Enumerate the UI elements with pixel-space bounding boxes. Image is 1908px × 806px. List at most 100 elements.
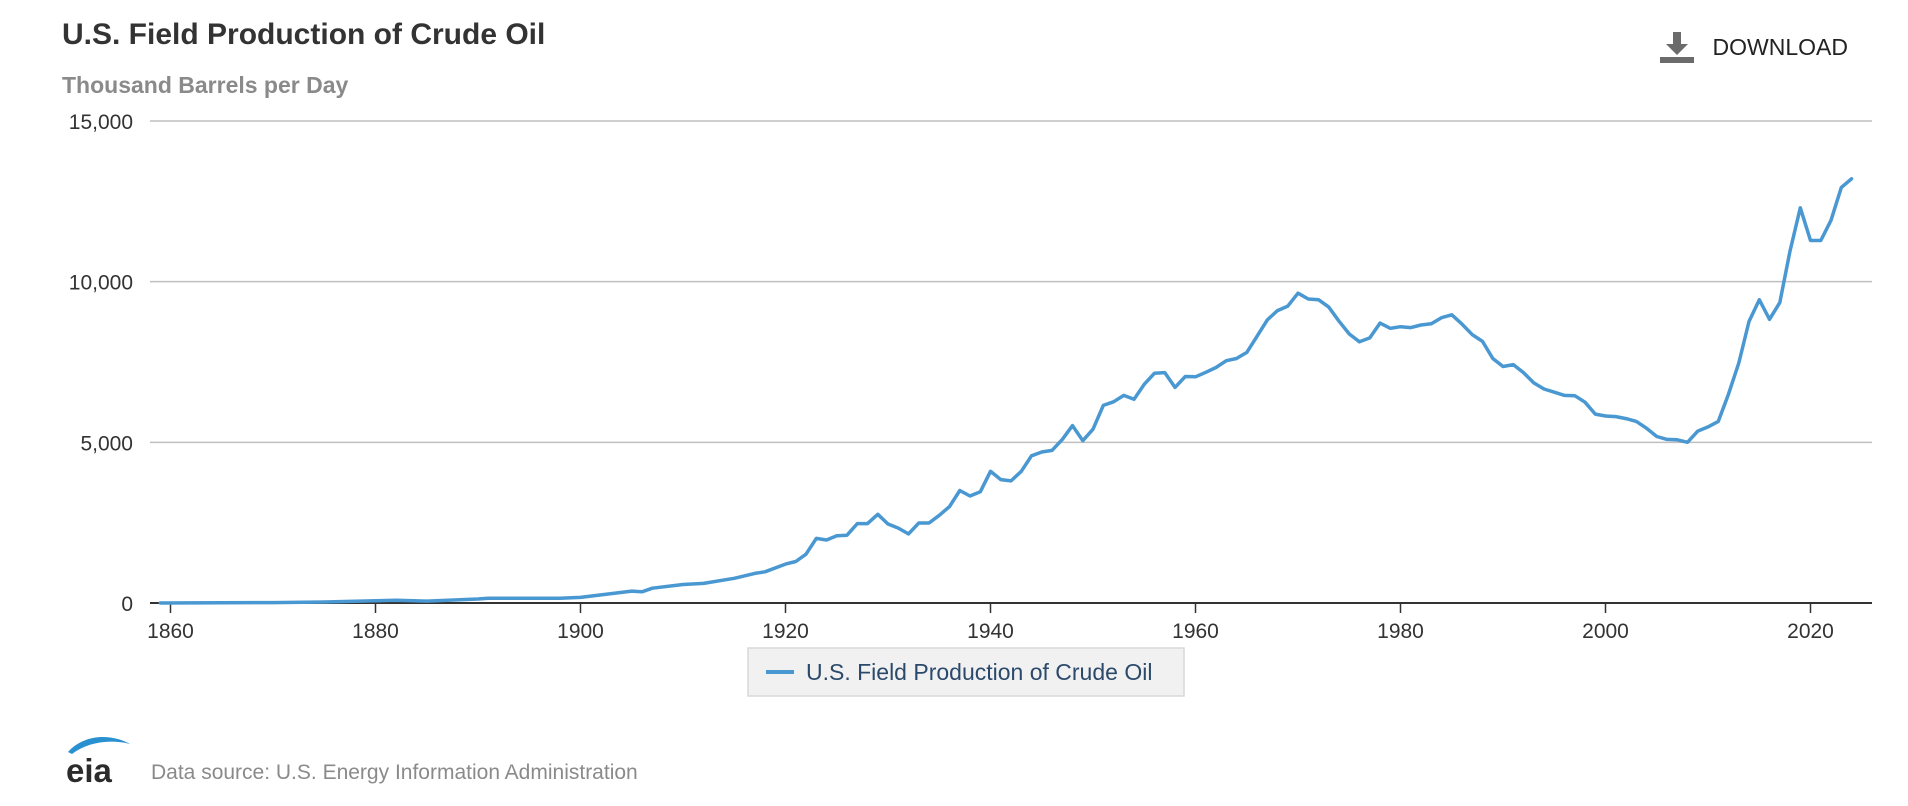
data-point[interactable] xyxy=(875,511,881,517)
data-point[interactable] xyxy=(1644,425,1650,431)
data-point[interactable] xyxy=(844,532,850,538)
data-point[interactable] xyxy=(834,533,840,539)
data-point[interactable] xyxy=(1664,436,1670,442)
data-point[interactable] xyxy=(1818,238,1824,244)
data-point[interactable] xyxy=(1121,392,1127,398)
data-point[interactable] xyxy=(1715,418,1721,424)
data-point[interactable] xyxy=(1603,413,1609,419)
data-point[interactable] xyxy=(998,477,1004,483)
data-point[interactable] xyxy=(793,559,799,565)
data-point[interactable] xyxy=(1408,325,1414,331)
data-point[interactable] xyxy=(1377,320,1383,326)
data-point[interactable] xyxy=(762,569,768,575)
data-point[interactable] xyxy=(373,598,379,604)
data-point[interactable] xyxy=(1357,339,1363,345)
data-point[interactable] xyxy=(865,521,871,527)
data-point[interactable] xyxy=(1111,399,1117,405)
data-point[interactable] xyxy=(906,531,912,537)
data-point[interactable] xyxy=(1213,365,1219,371)
data-point[interactable] xyxy=(1838,185,1844,191)
data-point[interactable] xyxy=(1090,426,1096,432)
data-point[interactable] xyxy=(1244,349,1250,355)
data-point[interactable] xyxy=(1469,332,1475,338)
data-point[interactable] xyxy=(1285,303,1291,309)
data-point[interactable] xyxy=(1541,386,1547,392)
data-point[interactable] xyxy=(1695,428,1701,434)
data-point[interactable] xyxy=(219,600,225,606)
data-point[interactable] xyxy=(475,596,481,602)
data-point[interactable] xyxy=(1746,319,1752,325)
data-point[interactable] xyxy=(1049,447,1055,453)
data-point[interactable] xyxy=(783,561,789,567)
data-point[interactable] xyxy=(1059,436,1065,442)
data-point[interactable] xyxy=(1562,392,1568,398)
data-point[interactable] xyxy=(424,598,430,604)
data-point[interactable] xyxy=(1428,321,1434,327)
data-point[interactable] xyxy=(1100,402,1106,408)
data-point[interactable] xyxy=(1613,414,1619,420)
data-point[interactable] xyxy=(680,582,686,588)
data-point[interactable] xyxy=(1346,331,1352,337)
data-point[interactable] xyxy=(578,594,584,600)
data-point[interactable] xyxy=(1162,370,1168,376)
data-point[interactable] xyxy=(321,599,327,605)
data-point[interactable] xyxy=(629,588,635,594)
data-point[interactable] xyxy=(957,488,963,494)
data-point[interactable] xyxy=(1326,304,1332,310)
data-point[interactable] xyxy=(731,575,737,581)
data-point[interactable] xyxy=(1459,321,1465,327)
data-point[interactable] xyxy=(988,468,994,474)
data-point[interactable] xyxy=(1726,391,1732,397)
data-point[interactable] xyxy=(1080,438,1086,444)
legend-box[interactable] xyxy=(747,647,1185,697)
data-point[interactable] xyxy=(1480,338,1486,344)
data-point[interactable] xyxy=(1254,333,1260,339)
data-point[interactable] xyxy=(854,521,860,527)
data-point[interactable] xyxy=(1685,439,1691,445)
data-point[interactable] xyxy=(1787,248,1793,254)
data-point[interactable] xyxy=(1029,453,1035,459)
data-point[interactable] xyxy=(1592,411,1598,417)
data-point[interactable] xyxy=(526,595,532,601)
data-point[interactable] xyxy=(1777,300,1783,306)
data-point[interactable] xyxy=(1510,362,1516,368)
data-point[interactable] xyxy=(1193,374,1199,380)
data-point[interactable] xyxy=(1336,318,1342,324)
data-point[interactable] xyxy=(1018,468,1024,474)
data-point[interactable] xyxy=(1531,380,1537,386)
data-point[interactable] xyxy=(1367,335,1373,341)
data-point[interactable] xyxy=(1172,384,1178,390)
data-point[interactable] xyxy=(1234,356,1240,362)
data-point[interactable] xyxy=(157,600,163,606)
data-point[interactable] xyxy=(1849,176,1855,182)
data-point[interactable] xyxy=(1316,297,1322,303)
data-point[interactable] xyxy=(1152,370,1158,376)
data-point[interactable] xyxy=(1551,389,1557,395)
data-point[interactable] xyxy=(1767,316,1773,322)
data-point[interactable] xyxy=(824,537,830,543)
data-point[interactable] xyxy=(1572,393,1578,399)
data-point[interactable] xyxy=(1449,312,1455,318)
data-point[interactable] xyxy=(1797,205,1803,211)
data-point[interactable] xyxy=(1756,297,1762,303)
data-point[interactable] xyxy=(1705,424,1711,430)
data-point[interactable] xyxy=(1203,369,1209,375)
data-point[interactable] xyxy=(947,504,953,510)
data-point[interactable] xyxy=(926,520,932,526)
data-point[interactable] xyxy=(1295,290,1301,296)
data-point[interactable] xyxy=(1623,416,1629,422)
data-point[interactable] xyxy=(1264,317,1270,323)
data-point[interactable] xyxy=(1828,217,1834,223)
data-point[interactable] xyxy=(1674,437,1680,443)
data-point[interactable] xyxy=(967,493,973,499)
data-point[interactable] xyxy=(701,580,707,586)
data-point[interactable] xyxy=(1275,308,1281,314)
data-point[interactable] xyxy=(1633,418,1639,424)
data-point[interactable] xyxy=(1418,322,1424,328)
data-point[interactable] xyxy=(1736,360,1742,366)
data-point[interactable] xyxy=(1305,296,1311,302)
data-point[interactable] xyxy=(1387,325,1393,331)
data-point[interactable] xyxy=(1182,374,1188,380)
data-point[interactable] xyxy=(485,595,491,601)
data-point[interactable] xyxy=(557,595,563,601)
